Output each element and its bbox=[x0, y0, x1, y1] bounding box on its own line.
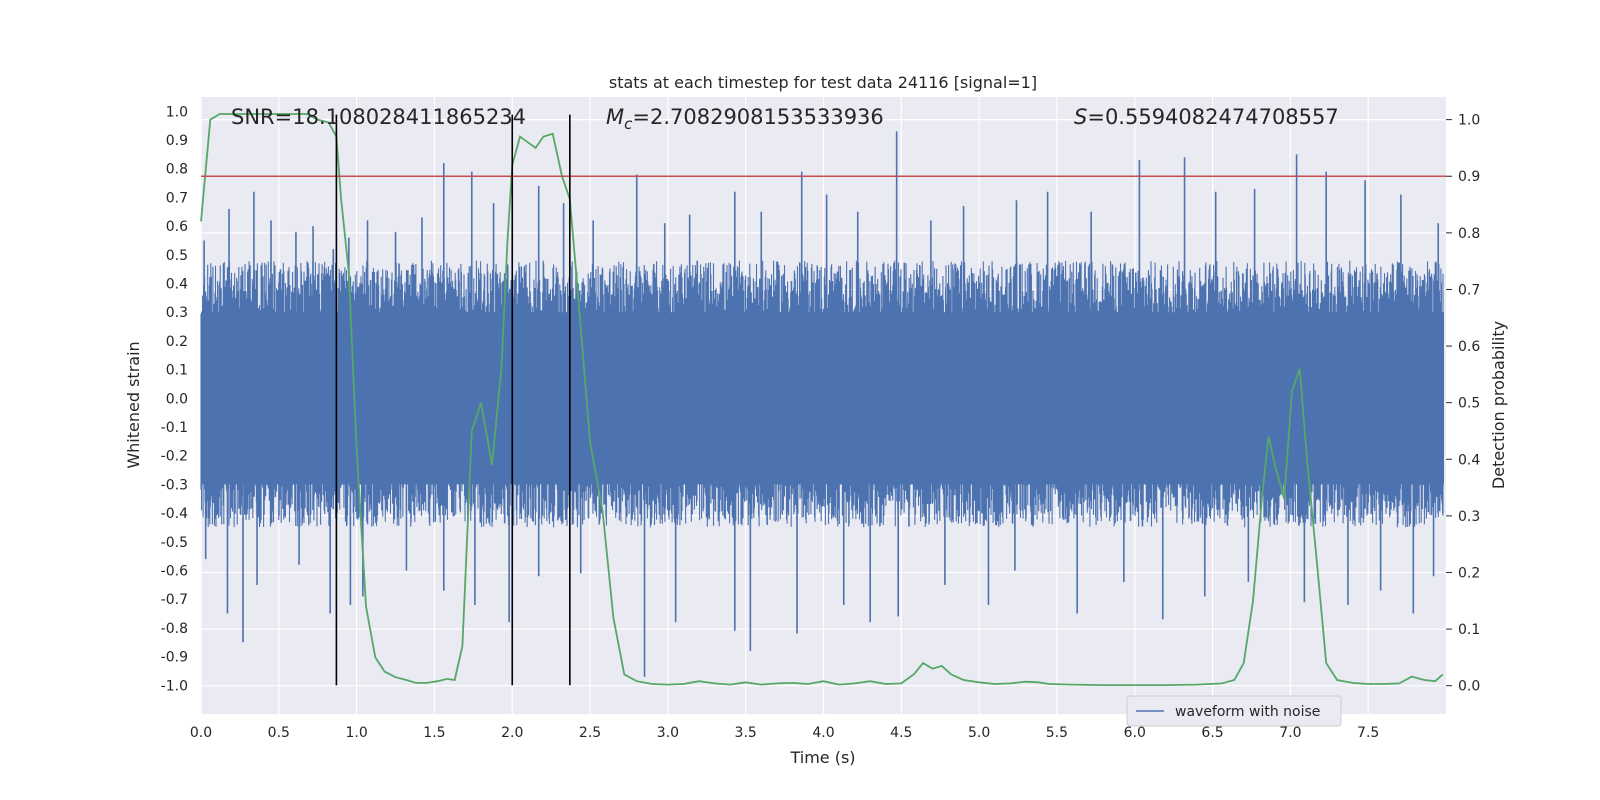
x-tick-label: 4.5 bbox=[890, 725, 912, 741]
y2-tick-label: 0.0 bbox=[1458, 679, 1480, 695]
y2-tick-label: 0.9 bbox=[1458, 169, 1480, 185]
chirp-mass-annotation: Mc=2.7082908153533936 bbox=[606, 105, 884, 133]
y-axis-label: Whitened strain bbox=[124, 341, 143, 468]
x-tick-label: 3.5 bbox=[735, 725, 757, 741]
chirp-mass-value: =2.7082908153533936 bbox=[632, 105, 883, 129]
x-tick-label: 2.5 bbox=[579, 725, 601, 741]
chirp-mass-symbol: M bbox=[606, 105, 624, 129]
y-tick-label: -0.2 bbox=[161, 449, 188, 465]
y-tick-label: -0.5 bbox=[161, 535, 188, 551]
legend: waveform with noise bbox=[1126, 695, 1342, 727]
x-tick-label: 0.0 bbox=[190, 725, 212, 741]
y-tick-label: 0.5 bbox=[166, 248, 188, 264]
legend-label-waveform: waveform with noise bbox=[1175, 704, 1320, 720]
y-tick-label: -0.9 bbox=[161, 650, 188, 666]
probability-series bbox=[200, 113, 1444, 686]
y-tick-label: 0.2 bbox=[166, 334, 188, 350]
y-tick-label: 1.0 bbox=[166, 104, 188, 120]
legend-box bbox=[1126, 695, 1342, 727]
y2-tick-label: 0.5 bbox=[1458, 396, 1480, 412]
x-tick-label: 0.5 bbox=[268, 725, 290, 741]
x-tick-label: 6.0 bbox=[1124, 725, 1146, 741]
y-tick-label: 0.8 bbox=[166, 162, 188, 178]
y2-tick-label: 0.4 bbox=[1458, 452, 1480, 468]
x-axis-ticks: 0.0 0.5 1.0 1.5 2.0 2.5 3.0 3.5 4.0 4.5 5.0 5.5 6.0 6… bbox=[190, 725, 1379, 741]
y-tick-label: -0.6 bbox=[161, 564, 188, 580]
y2-tick-label: 0.6 bbox=[1458, 339, 1480, 355]
y-tick-label: -0.3 bbox=[161, 477, 188, 493]
waveform-series bbox=[200, 131, 1444, 677]
snr-annotation: SNR=18.108028411865234 bbox=[231, 105, 526, 129]
y-tick-label: 0.1 bbox=[166, 363, 188, 379]
y-tick-label: -0.8 bbox=[161, 621, 188, 637]
y-tick-label: 0.3 bbox=[166, 305, 188, 321]
x-tick-label: 7.0 bbox=[1279, 725, 1301, 741]
x-tick-label: 6.5 bbox=[1201, 725, 1223, 741]
x-tick-label: 7.5 bbox=[1357, 725, 1379, 741]
y-tick-label: 0.7 bbox=[166, 190, 188, 206]
x-axis-label: Time (s) bbox=[789, 748, 855, 767]
y2-tick-label: 0.7 bbox=[1458, 282, 1480, 298]
y2-tick-label: 0.8 bbox=[1458, 226, 1480, 242]
x-tick-label: 4.0 bbox=[812, 725, 834, 741]
x-tick-label: 5.0 bbox=[968, 725, 990, 741]
x-tick-label: 5.5 bbox=[1046, 725, 1068, 741]
y-tick-label: -0.7 bbox=[161, 592, 188, 608]
x-tick-label: 2.0 bbox=[501, 725, 523, 741]
chirp-mass-subscript: c bbox=[624, 115, 633, 133]
y2-axis-ticks: 1.0 0.9 0.8 0.7 0.6 0.5 0.4 0.3 0.2 0.1 0.0 bbox=[1446, 113, 1480, 695]
y2-tick-label: 0.3 bbox=[1458, 509, 1480, 525]
y-tick-label: 0.9 bbox=[166, 133, 188, 149]
x-tick-label: 1.0 bbox=[345, 725, 367, 741]
y2-tick-label: 0.1 bbox=[1458, 622, 1480, 638]
y-tick-label: -0.1 bbox=[161, 420, 188, 436]
y2-axis-label: Detection probability bbox=[1489, 321, 1508, 489]
y-axis-ticks: 1.0 0.9 0.8 0.7 0.6 0.5 0.4 0.3 0.2 0.1 0.0 -0.1 -0.… bbox=[161, 104, 188, 694]
y-tick-label: -1.0 bbox=[161, 678, 188, 694]
chart-title: stats at each timestep for test data 241… bbox=[609, 73, 1037, 92]
x-tick-label: 1.5 bbox=[423, 725, 445, 741]
waveform-core bbox=[201, 312, 1444, 485]
x-tick-label: 3.0 bbox=[657, 725, 679, 741]
s-value: =0.5594082474708557 bbox=[1087, 105, 1338, 129]
y-tick-label: 0.0 bbox=[166, 391, 188, 407]
y2-tick-label: 0.2 bbox=[1458, 565, 1480, 581]
s-annotation: S=0.5594082474708557 bbox=[1074, 105, 1339, 129]
probability-line bbox=[200, 113, 1444, 686]
y-tick-label: -0.4 bbox=[161, 506, 188, 522]
s-symbol: S bbox=[1074, 105, 1087, 129]
y-tick-label: 0.4 bbox=[166, 277, 188, 293]
y2-tick-label: 1.0 bbox=[1458, 113, 1480, 129]
y-tick-label: 0.6 bbox=[166, 219, 188, 235]
overlay-lines bbox=[201, 114, 1446, 686]
